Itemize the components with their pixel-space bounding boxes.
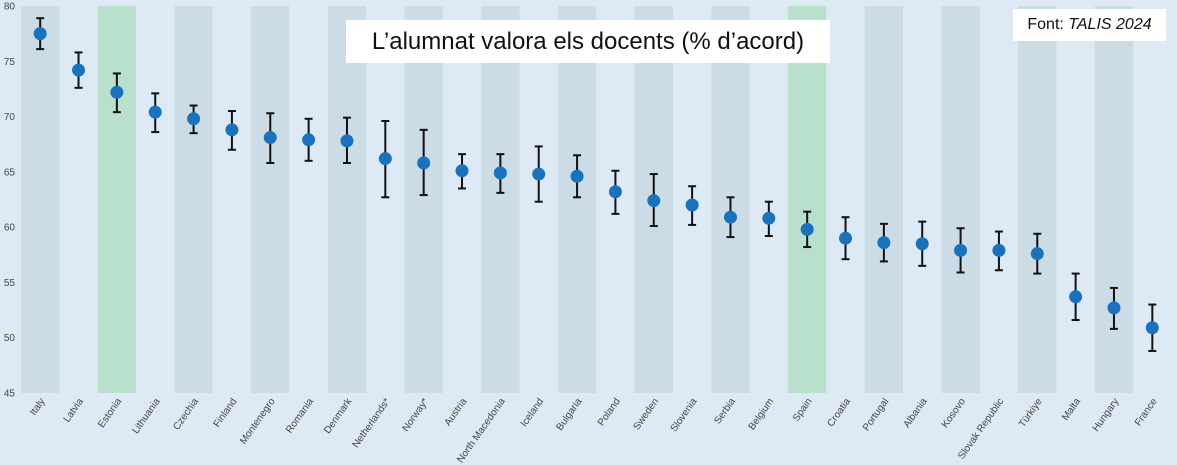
x-tick-label: Türkiye [1017, 396, 1045, 430]
x-tick-label: Bulgaria [554, 396, 584, 433]
x-tick-label: Czechia [171, 396, 201, 432]
data-point [839, 231, 853, 245]
category-band [826, 6, 866, 393]
x-tick-label: Croatia [825, 396, 853, 429]
data-point [1069, 290, 1083, 304]
source-name: TALIS 2024 [1068, 16, 1152, 33]
x-tick-label: Hungary [1091, 396, 1122, 433]
category-band [788, 6, 827, 393]
x-tick-label: Serbia [712, 396, 738, 426]
x-tick-label: France [1133, 396, 1160, 428]
data-point [263, 131, 277, 145]
data-point [378, 152, 392, 166]
category-band [864, 6, 904, 393]
y-tick-label: 60 [4, 223, 16, 234]
x-tick-label: Austria [443, 396, 470, 428]
category-band [749, 6, 789, 393]
x-tick-label: Estonia [96, 396, 124, 430]
data-point [225, 123, 239, 137]
x-tick-label: Portugal [861, 396, 891, 433]
data-point [1107, 301, 1121, 315]
y-tick-label: 50 [4, 333, 16, 344]
x-tick-label: Malta [1060, 396, 1083, 423]
x-tick-label: Belgium [747, 396, 777, 432]
x-tick-label: Kosovo [940, 396, 968, 430]
data-point [187, 112, 201, 126]
category-band [366, 6, 405, 393]
category-band [557, 6, 597, 393]
data-point [455, 164, 469, 178]
data-point [992, 243, 1006, 257]
category-band [251, 6, 290, 393]
x-tick-label: Albania [902, 396, 930, 430]
category-band [136, 6, 175, 393]
x-tick-label: Netherlands* [351, 396, 393, 450]
category-band [289, 6, 329, 393]
category-band [979, 6, 1019, 393]
y-tick-label: 75 [4, 57, 16, 68]
y-tick-label: 65 [4, 167, 16, 178]
data-point [1145, 321, 1159, 335]
category-band [481, 6, 521, 393]
data-point [72, 63, 86, 77]
x-tick-label: Montenegro [238, 396, 278, 446]
y-tick-label: 45 [4, 389, 16, 400]
data-point [417, 156, 431, 170]
data-point [1030, 247, 1044, 261]
data-point [302, 133, 316, 147]
data-point [723, 210, 737, 224]
category-band [404, 6, 444, 393]
data-point [647, 194, 661, 208]
category-band [941, 6, 981, 393]
data-point [800, 222, 814, 236]
x-tick-label: Spain [791, 396, 815, 423]
data-point [110, 85, 124, 99]
category-band [1094, 6, 1134, 393]
category-band [174, 6, 214, 393]
category-band [1056, 6, 1096, 393]
x-tick-label: Lithuania [130, 396, 163, 436]
data-point [33, 27, 47, 41]
x-tick-label: Latvia [62, 396, 87, 425]
category-band [21, 6, 60, 393]
y-tick-label: 80 [4, 2, 16, 13]
category-band [97, 6, 137, 393]
data-point [148, 105, 162, 119]
data-point [915, 237, 929, 251]
category-band [903, 6, 942, 393]
category-band [212, 6, 252, 393]
x-tick-label: Italy [28, 396, 48, 417]
x-tick-label: Denmark [322, 396, 355, 436]
x-tick-label: Norway* [400, 396, 431, 433]
data-point [762, 211, 776, 225]
y-tick-label: 70 [4, 112, 16, 123]
chart-title: L’alumnat valora els docents (% d’acord) [346, 20, 830, 63]
data-point [877, 236, 891, 250]
category-band [442, 6, 482, 393]
data-point [570, 169, 584, 183]
data-point [608, 185, 622, 199]
category-band [1018, 6, 1057, 393]
x-tick-label: Slovenia [669, 396, 700, 434]
data-point [532, 167, 546, 181]
data-point [340, 134, 354, 148]
data-point [685, 198, 699, 212]
data-point [954, 243, 968, 257]
x-tick-label: Romania [284, 396, 316, 435]
x-tick-label: Sweden [631, 396, 661, 432]
x-tick-label: Finland [212, 396, 240, 429]
y-tick-label: 55 [4, 278, 16, 289]
source-note: Font: TALIS 2024 [1013, 9, 1166, 41]
source-label: Font: [1027, 16, 1064, 33]
x-tick-label: Iceland [519, 396, 547, 429]
data-point [493, 166, 507, 180]
x-tick-label: Poland [596, 396, 623, 428]
category-band [327, 6, 367, 393]
